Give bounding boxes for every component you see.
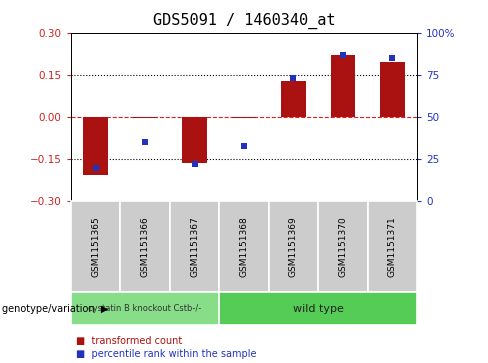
Text: GDS5091 / 1460340_at: GDS5091 / 1460340_at — [153, 13, 335, 29]
Point — [240, 143, 248, 149]
Point — [191, 162, 199, 167]
Text: GSM1151371: GSM1151371 — [388, 216, 397, 277]
Text: GSM1151369: GSM1151369 — [289, 216, 298, 277]
Bar — [232, 117, 256, 118]
Text: GSM1151368: GSM1151368 — [240, 216, 248, 277]
Bar — [380, 62, 405, 117]
Bar — [83, 117, 108, 175]
Bar — [281, 81, 306, 117]
Point — [289, 76, 297, 81]
Text: GSM1151365: GSM1151365 — [91, 216, 100, 277]
Text: GSM1151366: GSM1151366 — [141, 216, 149, 277]
Point — [388, 55, 396, 61]
Point — [92, 165, 100, 171]
Text: ■  transformed count: ■ transformed count — [76, 336, 182, 346]
Bar — [182, 117, 207, 163]
Text: GSM1151367: GSM1151367 — [190, 216, 199, 277]
Point — [141, 139, 149, 145]
Text: genotype/variation  ▶: genotype/variation ▶ — [2, 303, 109, 314]
Bar — [133, 117, 157, 118]
Text: wild type: wild type — [293, 303, 344, 314]
Text: cystatin B knockout Cstb-/-: cystatin B knockout Cstb-/- — [88, 304, 202, 313]
Point — [339, 52, 347, 57]
Text: ■  percentile rank within the sample: ■ percentile rank within the sample — [76, 349, 256, 359]
Bar — [331, 55, 355, 117]
Text: GSM1151370: GSM1151370 — [339, 216, 347, 277]
